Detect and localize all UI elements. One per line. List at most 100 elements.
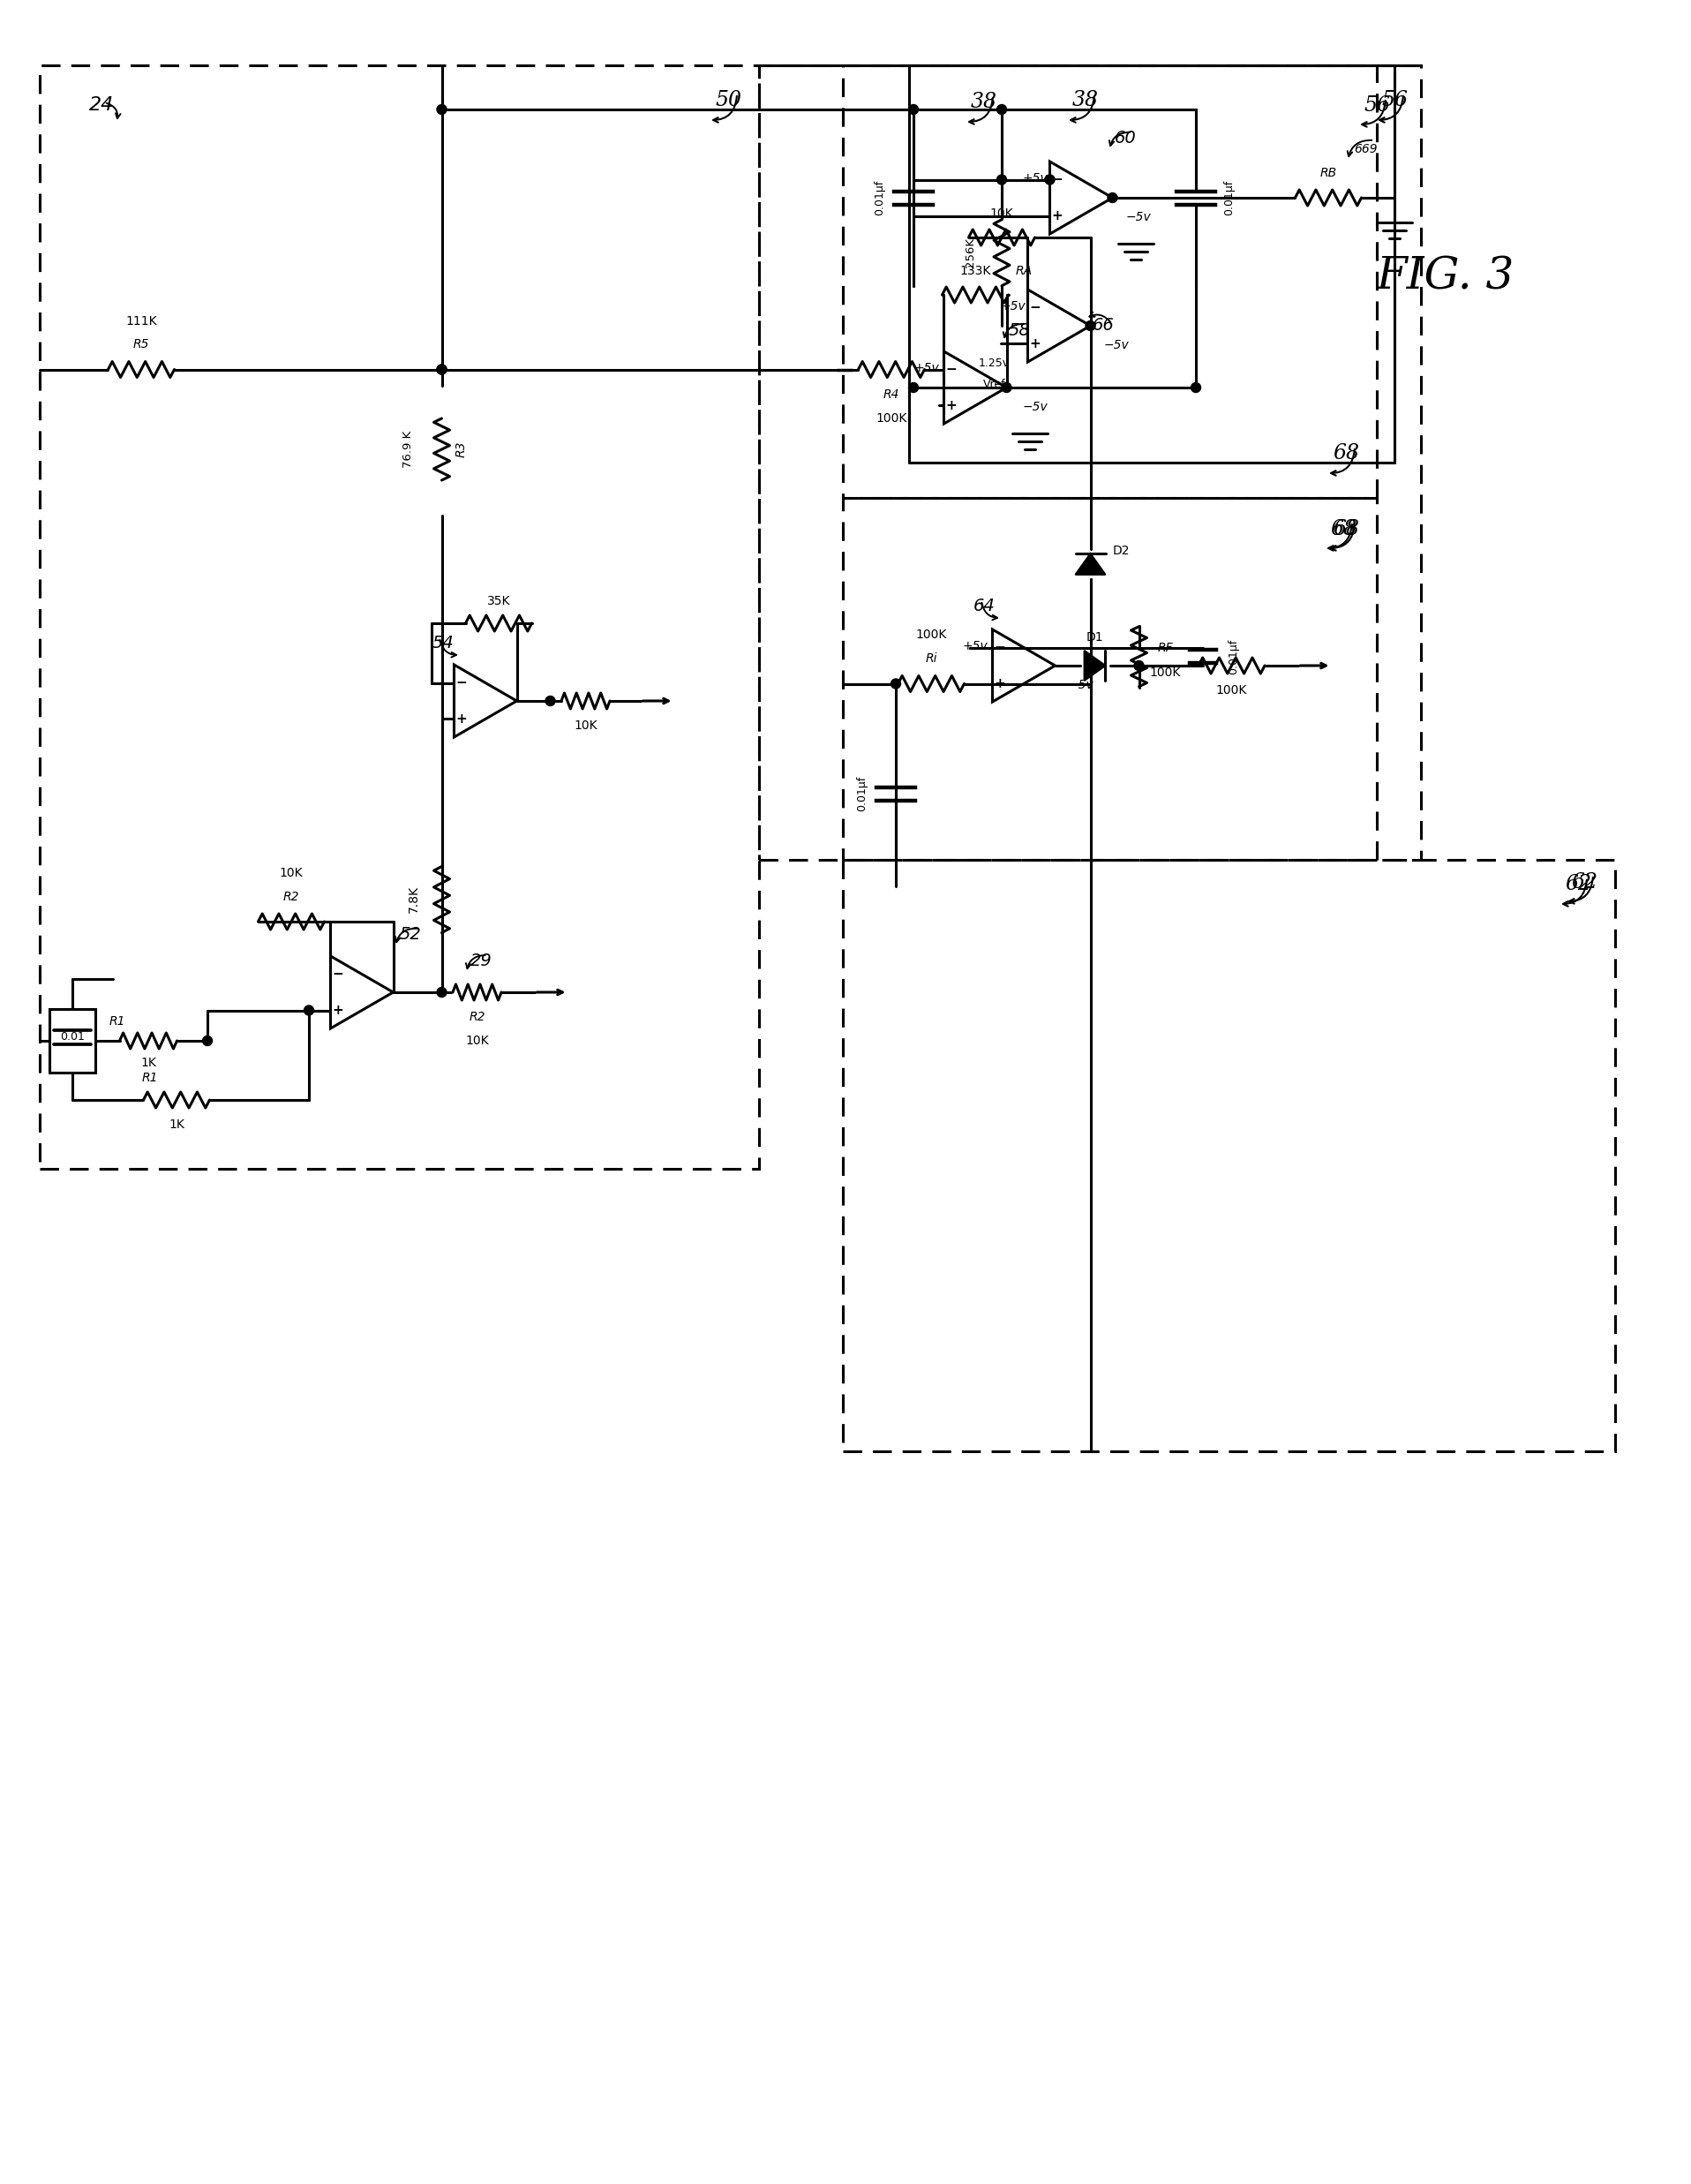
Text: 0.01μf: 0.01μf bbox=[1224, 179, 1234, 216]
Text: +: + bbox=[455, 712, 467, 725]
Bar bbox=[39, 66, 759, 1168]
Text: 10K: 10K bbox=[573, 719, 597, 732]
Text: 68: 68 bbox=[1333, 443, 1360, 463]
Text: 24: 24 bbox=[90, 96, 113, 114]
Text: 7.8K: 7.8K bbox=[408, 887, 419, 913]
Text: FIG. 3: FIG. 3 bbox=[1376, 256, 1515, 299]
Text: 669: 669 bbox=[1353, 142, 1376, 155]
Text: 100K: 100K bbox=[1150, 666, 1180, 679]
Circle shape bbox=[1190, 382, 1201, 393]
Text: 111K: 111K bbox=[125, 314, 157, 328]
Circle shape bbox=[436, 365, 446, 373]
Text: R1: R1 bbox=[142, 1072, 159, 1083]
Bar bbox=[49, 1009, 95, 1072]
Text: RF: RF bbox=[1158, 642, 1174, 653]
Bar bbox=[842, 860, 1615, 1452]
Text: 66: 66 bbox=[1092, 317, 1114, 334]
Text: +5v: +5v bbox=[915, 363, 940, 373]
Text: +: + bbox=[331, 1005, 343, 1018]
Text: +5v: +5v bbox=[1023, 173, 1048, 183]
Text: 10K: 10K bbox=[989, 207, 1013, 221]
Text: 29: 29 bbox=[470, 952, 492, 970]
Text: R4: R4 bbox=[883, 389, 900, 400]
Text: −: − bbox=[1052, 173, 1062, 186]
Text: 54: 54 bbox=[433, 636, 453, 653]
Text: 10K: 10K bbox=[279, 867, 303, 880]
Text: 76.9 K: 76.9 K bbox=[402, 430, 414, 467]
Circle shape bbox=[891, 679, 901, 688]
Text: −5v: −5v bbox=[1069, 679, 1094, 690]
Text: Ri: Ri bbox=[925, 653, 937, 666]
Text: −: − bbox=[994, 640, 1004, 655]
Text: 68: 68 bbox=[1331, 518, 1356, 539]
Text: R5: R5 bbox=[134, 339, 149, 352]
Text: 1K: 1K bbox=[140, 1057, 156, 1068]
Circle shape bbox=[908, 105, 918, 114]
Text: +5v: +5v bbox=[1001, 299, 1026, 312]
Bar bbox=[842, 498, 1376, 860]
Polygon shape bbox=[1084, 651, 1106, 681]
Text: +: + bbox=[1052, 210, 1062, 223]
Circle shape bbox=[436, 987, 446, 998]
Text: 60: 60 bbox=[1114, 129, 1136, 146]
Text: +5v: +5v bbox=[962, 640, 988, 653]
Text: RB: RB bbox=[1319, 166, 1336, 179]
Text: D2: D2 bbox=[1113, 544, 1130, 557]
Circle shape bbox=[203, 1035, 213, 1046]
Text: 62: 62 bbox=[1564, 874, 1591, 895]
Text: +: + bbox=[994, 677, 1004, 690]
Text: −5v: −5v bbox=[1023, 402, 1048, 413]
Text: 0.01μf: 0.01μf bbox=[857, 775, 867, 812]
Text: 52: 52 bbox=[399, 926, 421, 943]
Text: −5v: −5v bbox=[1104, 339, 1130, 352]
Text: 0.01: 0.01 bbox=[61, 1031, 85, 1042]
Text: −: − bbox=[945, 363, 957, 376]
Text: D1: D1 bbox=[1086, 631, 1104, 644]
Text: 62: 62 bbox=[1571, 871, 1598, 891]
Circle shape bbox=[436, 105, 446, 114]
Text: 68: 68 bbox=[1333, 518, 1360, 539]
Circle shape bbox=[1001, 382, 1011, 393]
Text: −: − bbox=[331, 968, 343, 981]
Text: 10K: 10K bbox=[465, 1035, 489, 1046]
Text: R3: R3 bbox=[455, 441, 467, 456]
Text: 50: 50 bbox=[715, 90, 741, 111]
Text: −: − bbox=[1030, 301, 1040, 314]
Text: 35K: 35K bbox=[487, 594, 511, 607]
Text: R1: R1 bbox=[110, 1016, 125, 1026]
Text: 100K: 100K bbox=[915, 629, 947, 642]
Text: 100K: 100K bbox=[1216, 684, 1248, 697]
Text: R2: R2 bbox=[282, 891, 299, 904]
Bar bbox=[759, 66, 1420, 860]
Circle shape bbox=[1108, 192, 1118, 203]
Text: RA: RA bbox=[1015, 264, 1032, 277]
Text: 133K: 133K bbox=[959, 264, 991, 277]
Text: 0.01μf: 0.01μf bbox=[874, 179, 886, 216]
Text: 1.25v: 1.25v bbox=[979, 358, 1010, 369]
Text: 38: 38 bbox=[1072, 90, 1099, 111]
Text: −: − bbox=[455, 677, 467, 690]
Circle shape bbox=[1045, 175, 1055, 183]
Text: 56: 56 bbox=[1363, 94, 1390, 116]
Text: 38: 38 bbox=[971, 92, 998, 114]
Text: 0.01μf: 0.01μf bbox=[1228, 638, 1240, 675]
Circle shape bbox=[436, 365, 446, 373]
Circle shape bbox=[546, 697, 555, 705]
Circle shape bbox=[998, 105, 1006, 114]
Text: 1K: 1K bbox=[169, 1118, 184, 1131]
Text: +: + bbox=[945, 400, 957, 413]
Text: 64: 64 bbox=[972, 596, 994, 614]
Text: +: + bbox=[1030, 336, 1040, 349]
Bar bbox=[842, 66, 1376, 498]
Text: 256K: 256K bbox=[966, 238, 977, 269]
Text: R2: R2 bbox=[468, 1011, 485, 1022]
Polygon shape bbox=[1075, 553, 1106, 574]
Text: 58: 58 bbox=[1008, 321, 1030, 339]
Circle shape bbox=[304, 1005, 315, 1016]
Circle shape bbox=[1135, 662, 1143, 670]
Circle shape bbox=[908, 382, 918, 393]
Text: 100K: 100K bbox=[876, 413, 906, 424]
Text: Vref: Vref bbox=[982, 378, 1006, 391]
Text: −5v: −5v bbox=[1126, 212, 1152, 223]
Circle shape bbox=[1086, 321, 1096, 330]
